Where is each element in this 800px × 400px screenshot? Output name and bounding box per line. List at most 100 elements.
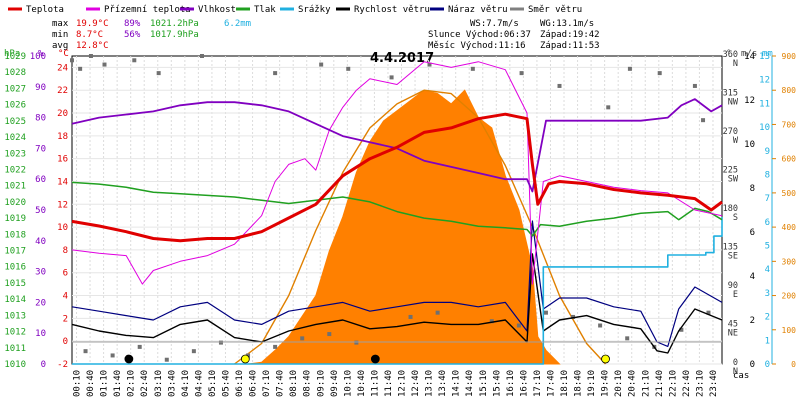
wind-dir-point: [435, 310, 440, 315]
wm2-tick-label: 0: [791, 360, 796, 369]
x-tick-label: 03:10: [154, 370, 164, 397]
wm2-tick-label: 800: [782, 86, 797, 95]
wm2-tick-label: 600: [782, 155, 797, 164]
x-tick-label: 02:10: [127, 370, 137, 397]
x-tick-label: 21:40: [655, 370, 665, 397]
moon-rise-info: Měsíc Východ:11:16: [428, 41, 526, 51]
wind-dir-point: [706, 310, 711, 315]
legend-label-rain: Srážky: [298, 5, 331, 15]
wind-dir-point: [200, 54, 204, 58]
x-axis-label: čas: [733, 370, 749, 381]
legend-label-wind-gust: Náraz větru: [448, 5, 508, 15]
x-tick-label: 20:40: [628, 370, 638, 397]
x-tick-label: 13:10: [425, 370, 435, 397]
x-tick-label: 23:10: [695, 370, 705, 397]
dir-tick-label: N: [733, 367, 738, 377]
stats-min-hum: 56%: [124, 30, 141, 40]
wind-dir-point: [408, 314, 413, 319]
x-tick-label: 14:40: [465, 370, 475, 397]
wind-dir-point: [470, 66, 475, 71]
deg-tick-label: 90: [728, 281, 738, 291]
x-tick-label: 12:40: [411, 370, 421, 397]
x-tick-label: 00:10: [73, 370, 83, 397]
axis-deg-label: °: [726, 49, 731, 59]
x-tick-label: 00:40: [86, 370, 96, 397]
x-tick-label: 10:10: [343, 370, 353, 397]
x-tick-label: 02:40: [140, 370, 150, 397]
mm-tick-label: 9: [765, 147, 770, 157]
mm-tick-label: 1: [765, 336, 770, 346]
c-tick-label: 24: [57, 63, 68, 73]
legend-label-humidity: Vlhkost: [198, 5, 236, 15]
c-tick-label: -2: [57, 360, 68, 370]
wm2-tick-label: 400: [782, 223, 797, 232]
legend-label-ground-temp: Přízemní teplota: [104, 5, 191, 15]
wind-dir-point: [300, 336, 305, 341]
mm-tick-label: 2: [765, 313, 770, 323]
pct-tick-label: 20: [35, 298, 46, 308]
pct-tick-label: 70: [35, 144, 46, 154]
x-tick-label: 13:40: [438, 370, 448, 397]
hpa-tick-label: 1018: [4, 230, 26, 240]
hpa-tick-label: 1019: [4, 214, 26, 224]
x-tick-label: 17:10: [533, 370, 543, 397]
mm-tick-label: 3: [765, 289, 770, 299]
hpa-tick-label: 1013: [4, 311, 26, 321]
stats-avg-temp: 12.8°C: [76, 41, 109, 51]
legend-label-pressure: Tlak: [254, 5, 276, 15]
x-tick-label: 11:40: [384, 370, 394, 397]
stats-min-temp: 8.7°C: [76, 30, 103, 40]
hpa-tick-label: 1014: [4, 295, 26, 305]
hpa-tick-label: 1011: [4, 344, 26, 354]
mm-tick-label: 13: [759, 52, 770, 62]
hpa-tick-label: 1010: [4, 360, 26, 370]
pct-tick-label: 100: [30, 52, 46, 62]
wind-dir-point: [88, 54, 93, 58]
x-tick-label: 23:40: [709, 370, 719, 397]
wind-dir-point: [319, 62, 324, 67]
c-tick-label: 20: [57, 109, 68, 119]
chart-title: 4.4.2017: [370, 51, 434, 66]
dir-tick-label: W: [733, 136, 739, 146]
deg-tick-label: 270: [723, 127, 738, 137]
hpa-tick-label: 1027: [4, 84, 26, 94]
pct-tick-label: 0: [41, 360, 46, 370]
wind-speed-line: [71, 253, 723, 354]
wind-dir-point: [679, 327, 684, 332]
wind-dir-point: [516, 323, 521, 328]
wind-dir-point: [701, 118, 706, 123]
hpa-tick-label: 1015: [4, 279, 26, 289]
mm-tick-label: 8: [765, 170, 770, 180]
x-tick-label: 16:40: [519, 370, 529, 397]
hpa-tick-label: 1024: [4, 133, 26, 143]
axis-mm-label: mm: [762, 49, 773, 59]
temperature-line: [71, 112, 723, 243]
wm2-tick-label: 900: [782, 52, 797, 61]
x-tick-label: 15:10: [479, 370, 489, 397]
pressure-line: [71, 181, 723, 237]
wind-dir-point: [598, 323, 603, 328]
x-tick-label: 04:40: [194, 370, 204, 397]
wm2-tick-label: 200: [782, 292, 797, 301]
pct-tick-label: 50: [35, 206, 46, 216]
ms-tick-label: 2: [750, 316, 755, 326]
wind-dir-point: [83, 349, 88, 354]
wind-dir-point: [273, 344, 278, 349]
hpa-tick-label: 1023: [4, 149, 26, 159]
mm-tick-label: 11: [759, 99, 770, 109]
wind-dir-point: [606, 105, 611, 110]
dir-tick-label: N: [733, 59, 738, 69]
mm-tick-label: 5: [765, 242, 770, 252]
mm-tick-label: 10: [759, 123, 770, 133]
c-tick-label: 18: [57, 132, 68, 142]
deg-tick-label: 180: [723, 204, 738, 214]
wind-dir-point: [137, 344, 142, 349]
stats-avg-label: avg: [52, 41, 68, 51]
axis-hpa-label: hPa: [4, 49, 20, 59]
wind-dir-point: [519, 71, 524, 76]
wind-dir-point: [354, 340, 359, 345]
stats-max-temp: 19.9°C: [76, 19, 109, 29]
c-tick-label: 10: [57, 223, 68, 233]
x-tick-label: 16:10: [506, 370, 516, 397]
